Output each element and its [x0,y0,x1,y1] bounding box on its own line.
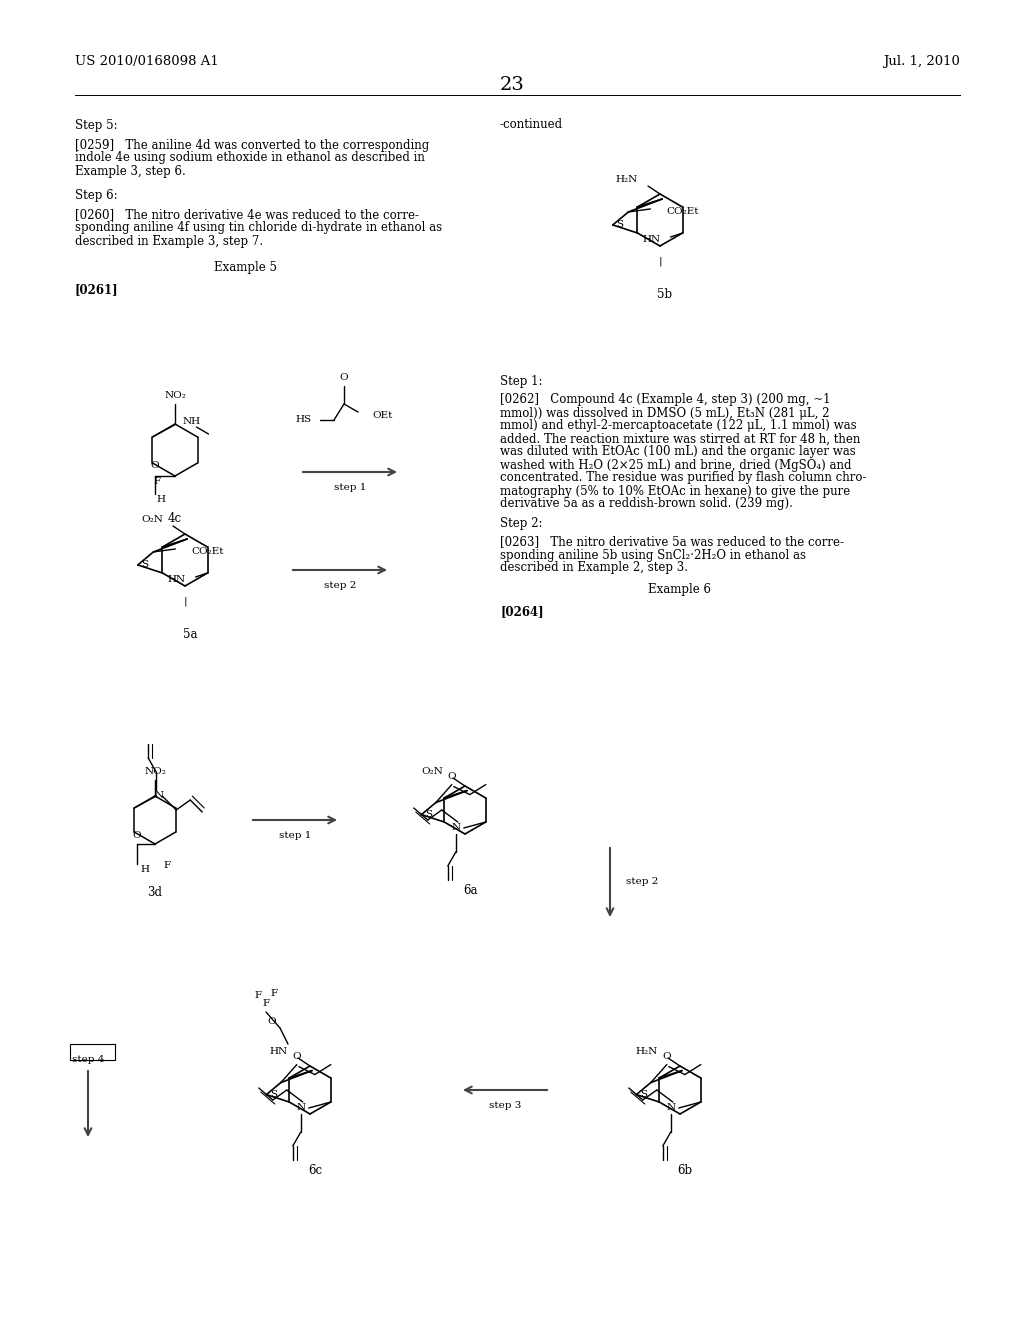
Text: O: O [340,374,348,383]
Text: [0261]: [0261] [75,284,119,297]
Text: S: S [141,561,148,569]
Text: O: O [447,772,456,781]
Text: S: S [640,1090,647,1100]
Text: F: F [254,991,261,1001]
Text: S: S [425,810,432,820]
Text: matography (5% to 10% EtOAc in hexane) to give the pure: matography (5% to 10% EtOAc in hexane) t… [500,484,850,498]
Text: step 4: step 4 [72,1056,104,1064]
Text: O: O [663,1052,671,1061]
Text: [0262]   Compound 4c (Example 4, step 3) (200 mg, ~1: [0262] Compound 4c (Example 4, step 3) (… [500,393,830,407]
Text: Step 5:: Step 5: [75,119,118,132]
Text: O: O [133,832,141,841]
Text: 3d: 3d [147,886,163,899]
Text: [0264]: [0264] [500,606,544,619]
Text: step 2: step 2 [324,582,356,590]
Text: N: N [452,824,461,833]
Text: F: F [262,999,269,1008]
Text: -continued: -continued [500,119,563,132]
Text: 5a: 5a [182,628,198,642]
Text: Example 6: Example 6 [648,583,712,597]
Text: F: F [270,990,278,998]
Text: S: S [616,220,624,230]
Text: mmol) and ethyl-2-mercaptoacetate (122 μL, 1.1 mmol) was: mmol) and ethyl-2-mercaptoacetate (122 μ… [500,420,857,433]
Text: O: O [267,1018,276,1027]
Text: H: H [157,495,166,504]
Text: [0263]   The nitro derivative 5a was reduced to the corre-: [0263] The nitro derivative 5a was reduc… [500,536,844,549]
Text: 6b: 6b [678,1163,692,1176]
Text: 4c: 4c [168,511,182,524]
Text: HN: HN [642,235,660,243]
Text: 6c: 6c [308,1163,323,1176]
Text: Step 6:: Step 6: [75,189,118,202]
Text: O: O [151,462,160,470]
Text: O: O [293,1052,301,1061]
Text: S: S [270,1090,276,1100]
Text: H: H [140,866,150,874]
Text: described in Example 3, step 7.: described in Example 3, step 7. [75,235,263,248]
Text: added. The reaction mixture was stirred at RT for 48 h, then: added. The reaction mixture was stirred … [500,433,860,446]
Text: Jul. 1, 2010: Jul. 1, 2010 [883,55,961,69]
Text: 6a: 6a [463,883,477,896]
Text: F: F [164,862,171,870]
Text: O₂N: O₂N [421,767,443,776]
Text: washed with H₂O (2×25 mL) and brine, dried (MgSO₄) and: washed with H₂O (2×25 mL) and brine, dri… [500,458,852,471]
Text: concentrated. The residue was purified by flash column chro-: concentrated. The residue was purified b… [500,471,866,484]
Text: US 2010/0168098 A1: US 2010/0168098 A1 [75,55,219,69]
Text: NO₂: NO₂ [164,392,186,400]
Text: |: | [183,597,187,606]
Text: [0259]   The aniline 4d was converted to the corresponding: [0259] The aniline 4d was converted to t… [75,139,429,152]
Text: N: N [667,1104,676,1113]
Text: derivative 5a as a reddish-brown solid. (239 mg).: derivative 5a as a reddish-brown solid. … [500,498,793,511]
Text: Example 3, step 6.: Example 3, step 6. [75,165,185,177]
Text: indole 4e using sodium ethoxide in ethanol as described in: indole 4e using sodium ethoxide in ethan… [75,152,425,165]
Bar [70,1044,115,1060]
Text: |: | [658,256,663,265]
Text: step 3: step 3 [488,1101,521,1110]
Text: OEt: OEt [372,412,392,421]
Text: [0260]   The nitro derivative 4e was reduced to the corre-: [0260] The nitro derivative 4e was reduc… [75,209,419,222]
Text: Step 2:: Step 2: [500,517,543,531]
Text: CO₂Et: CO₂Et [667,207,699,216]
Text: sponding aniline 4f using tin chloride di-hydrate in ethanol as: sponding aniline 4f using tin chloride d… [75,222,442,235]
Text: O₂N: O₂N [141,516,163,524]
Text: step 2: step 2 [626,878,658,887]
Text: was diluted with EtOAc (100 mL) and the organic layer was: was diluted with EtOAc (100 mL) and the … [500,446,856,458]
Text: HN: HN [167,574,185,583]
Text: N: N [155,792,164,800]
Text: Step 1:: Step 1: [500,375,543,388]
Text: mmol)) was dissolved in DMSO (5 mL), Et₃N (281 μL, 2: mmol)) was dissolved in DMSO (5 mL), Et₃… [500,407,829,420]
Text: described in Example 2, step 3.: described in Example 2, step 3. [500,561,688,574]
Text: F: F [154,477,161,486]
Text: HS: HS [296,416,312,425]
Text: H₂N: H₂N [615,176,638,185]
Text: HN: HN [270,1048,288,1056]
Text: sponding aniline 5b using SnCl₂·2H₂O in ethanol as: sponding aniline 5b using SnCl₂·2H₂O in … [500,549,806,561]
Text: step 1: step 1 [279,832,311,841]
Text: 23: 23 [500,77,524,94]
Text: H₂N: H₂N [636,1048,658,1056]
Text: NO₂: NO₂ [144,767,166,776]
Text: N: N [297,1104,306,1113]
Text: step 1: step 1 [334,483,367,492]
Text: 5b: 5b [657,289,673,301]
Text: Example 5: Example 5 [213,261,276,275]
Text: CO₂Et: CO₂Et [191,548,224,557]
Text: NH: NH [182,417,201,426]
